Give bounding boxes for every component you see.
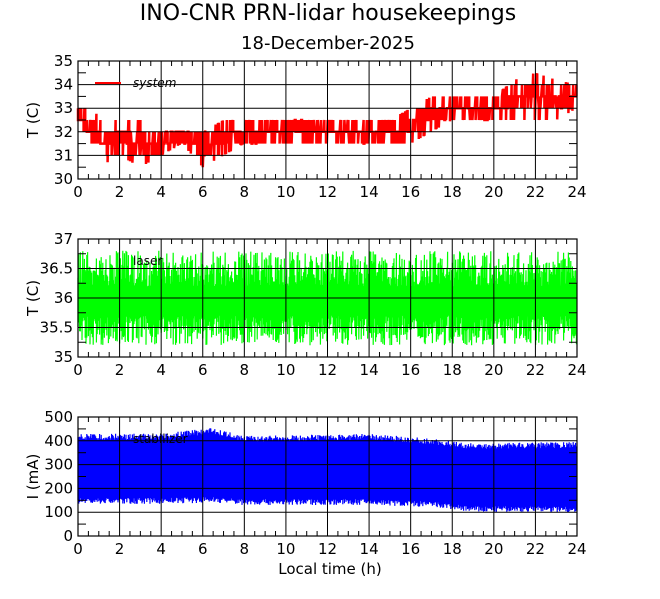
x-tick-label: 6	[198, 361, 208, 379]
x-tick-label: 22	[526, 183, 545, 201]
y-tick-label: 36	[54, 289, 73, 307]
x-tick-label: 6	[198, 540, 208, 558]
x-tick-label: 24	[567, 361, 586, 379]
x-tick-label: 24	[567, 183, 586, 201]
y-tick-label: 33	[54, 99, 73, 117]
x-tick-label: 6	[198, 183, 208, 201]
x-tick-label: 22	[526, 361, 545, 379]
x-tick-label: 0	[73, 540, 83, 558]
y-axis-label: I (mA)	[24, 454, 42, 500]
x-tick-label: 4	[156, 361, 166, 379]
plot-frame	[77, 60, 578, 180]
x-tick-label: 2	[115, 183, 125, 201]
x-tick-label: 14	[360, 361, 379, 379]
chart-subtitle: 18-December-2025	[241, 33, 415, 54]
legend-label-system: system	[133, 76, 176, 90]
y-tick-label: 37	[54, 230, 73, 248]
x-tick-label: 0	[73, 183, 83, 201]
x-tick-label: 10	[276, 183, 295, 201]
x-tick-label: 18	[443, 361, 462, 379]
y-tick-label: 100	[44, 503, 73, 521]
y-tick-label: 35	[54, 348, 73, 366]
x-tick-label: 2	[115, 361, 125, 379]
x-tick-label: 8	[240, 361, 250, 379]
x-tick-label: 22	[526, 540, 545, 558]
chart-title: INO-CNR PRN-lidar housekeepings	[140, 1, 516, 26]
y-tick-label: 31	[54, 146, 73, 164]
y-tick-label: 35.5	[40, 319, 73, 337]
x-tick-label: 20	[484, 540, 503, 558]
legend-label-laser: laser	[133, 254, 162, 268]
y-tick-label: 300	[44, 456, 73, 474]
y-tick-label: 30	[54, 170, 73, 188]
y-tick-label: 35	[54, 52, 73, 70]
x-axis-label: Local time (h)	[278, 560, 382, 578]
y-tick-label: 36.5	[40, 260, 73, 278]
x-tick-label: 14	[360, 540, 379, 558]
x-tick-label: 8	[240, 540, 250, 558]
x-tick-label: 8	[240, 183, 250, 201]
x-tick-label: 0	[73, 361, 83, 379]
x-tick-label: 10	[276, 540, 295, 558]
y-tick-label: 34	[54, 76, 73, 94]
y-tick-label: 200	[44, 479, 73, 497]
x-tick-label: 14	[360, 183, 379, 201]
x-tick-label: 20	[484, 183, 503, 201]
x-tick-label: 4	[156, 183, 166, 201]
y-tick-label: 0	[63, 527, 73, 545]
x-tick-label: 18	[443, 540, 462, 558]
x-tick-label: 10	[276, 361, 295, 379]
plot-frame	[77, 238, 578, 358]
x-tick-label: 24	[567, 540, 586, 558]
y-tick-label: 500	[44, 408, 73, 426]
legend-label-stabilizer: stabilizer	[133, 432, 188, 446]
y-axis-label: T (C)	[24, 102, 42, 139]
x-tick-label: 12	[318, 183, 337, 201]
y-tick-label: 400	[44, 432, 73, 450]
x-tick-label: 16	[401, 540, 420, 558]
x-tick-label: 18	[443, 183, 462, 201]
x-tick-label: 4	[156, 540, 166, 558]
x-tick-label: 20	[484, 361, 503, 379]
plot-frame	[77, 416, 578, 537]
x-tick-label: 12	[318, 361, 337, 379]
x-tick-label: 16	[401, 361, 420, 379]
y-axis-label: T (C)	[24, 280, 42, 317]
x-tick-label: 2	[115, 540, 125, 558]
x-tick-label: 12	[318, 540, 337, 558]
x-tick-label: 16	[401, 183, 420, 201]
y-tick-label: 32	[54, 123, 73, 141]
